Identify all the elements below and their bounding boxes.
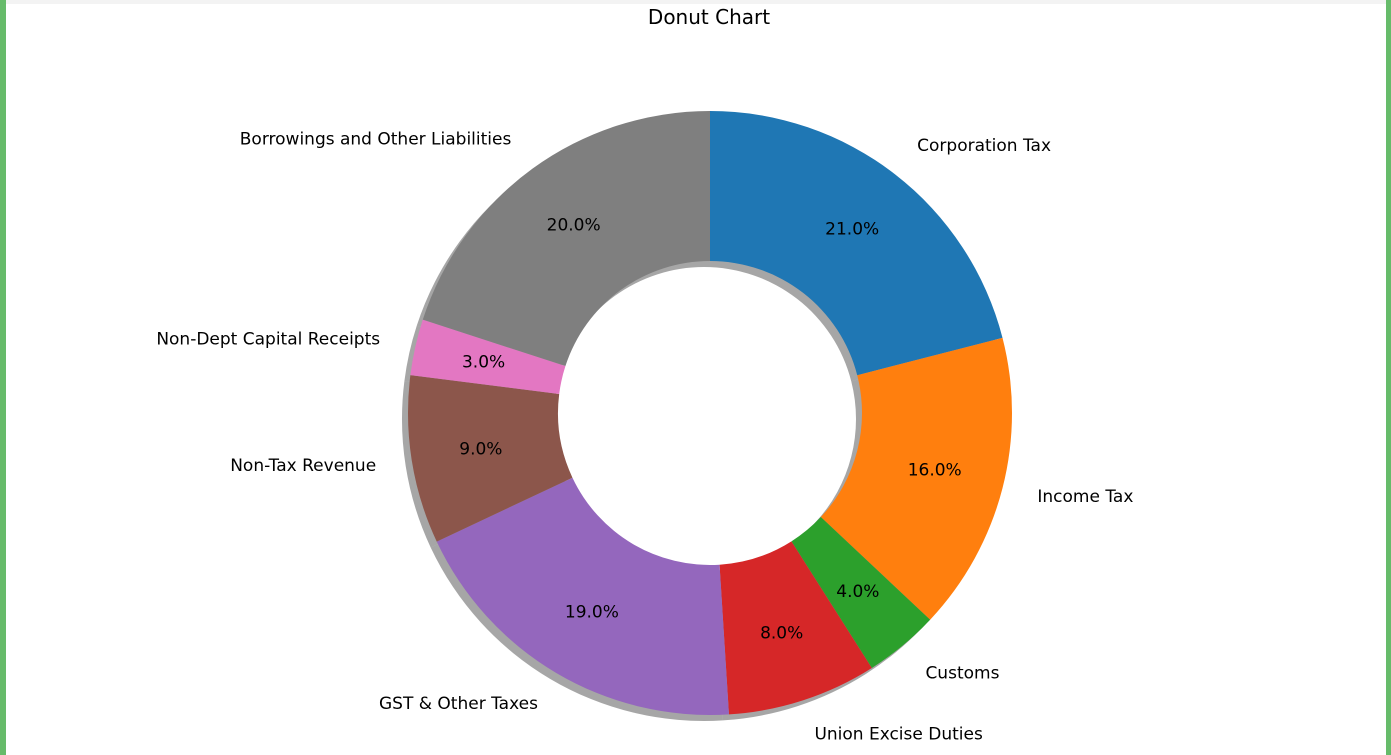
right-border bbox=[1386, 0, 1391, 755]
category-label-income-tax: Income Tax bbox=[1037, 487, 1133, 507]
percent-label-income-tax: 16.0% bbox=[908, 461, 962, 481]
slice-customs bbox=[791, 517, 931, 668]
slice-layer bbox=[407, 111, 1012, 715]
pct-label-layer: 21.0% 16.0% 4.0% 8.0% 19.0% 9.0% 3.0% 20.0% bbox=[459, 215, 961, 643]
chart-title: Donut Chart bbox=[647, 5, 771, 29]
category-label-gst-other-taxes: GST & Other Taxes bbox=[379, 694, 538, 714]
top-border bbox=[6, 0, 1386, 4]
percent-label-borrowings-and-other-liabilities: 20.0% bbox=[547, 215, 601, 235]
percent-label-customs: 4.0% bbox=[836, 582, 879, 602]
slice-gst-other-taxes bbox=[436, 477, 729, 715]
percent-label-union-excise-duties: 8.0% bbox=[760, 624, 803, 644]
category-label-corporation-tax: Corporation Tax bbox=[917, 136, 1051, 156]
percent-label-corporation-tax: 21.0% bbox=[825, 220, 879, 240]
category-label-layer: Corporation Tax Income Tax Customs Union Ex… bbox=[156, 130, 1133, 745]
slice-corporation-tax bbox=[710, 111, 1003, 376]
category-label-borrowings-and-other-liabilities: Borrowings and Other Liabilities bbox=[240, 130, 512, 150]
slice-non-dept-capital-receipts bbox=[410, 319, 566, 394]
slice-non-tax-revenue bbox=[407, 375, 573, 542]
left-border bbox=[0, 0, 6, 755]
slice-union-excise-duties bbox=[719, 541, 872, 715]
percent-label-gst-other-taxes: 19.0% bbox=[565, 603, 619, 623]
category-label-non-tax-revenue: Non-Tax Revenue bbox=[230, 456, 376, 476]
category-label-non-dept-capital-receipts: Non-Dept Capital Receipts bbox=[156, 329, 380, 349]
percent-label-non-dept-capital-receipts: 3.0% bbox=[462, 352, 505, 372]
category-label-customs: Customs bbox=[925, 663, 999, 683]
category-label-union-excise-duties: Union Excise Duties bbox=[814, 724, 983, 744]
percent-label-non-tax-revenue: 9.0% bbox=[459, 439, 502, 459]
slice-borrowings-and-other-liabilities bbox=[422, 111, 710, 367]
slice-income-tax bbox=[820, 337, 1012, 620]
